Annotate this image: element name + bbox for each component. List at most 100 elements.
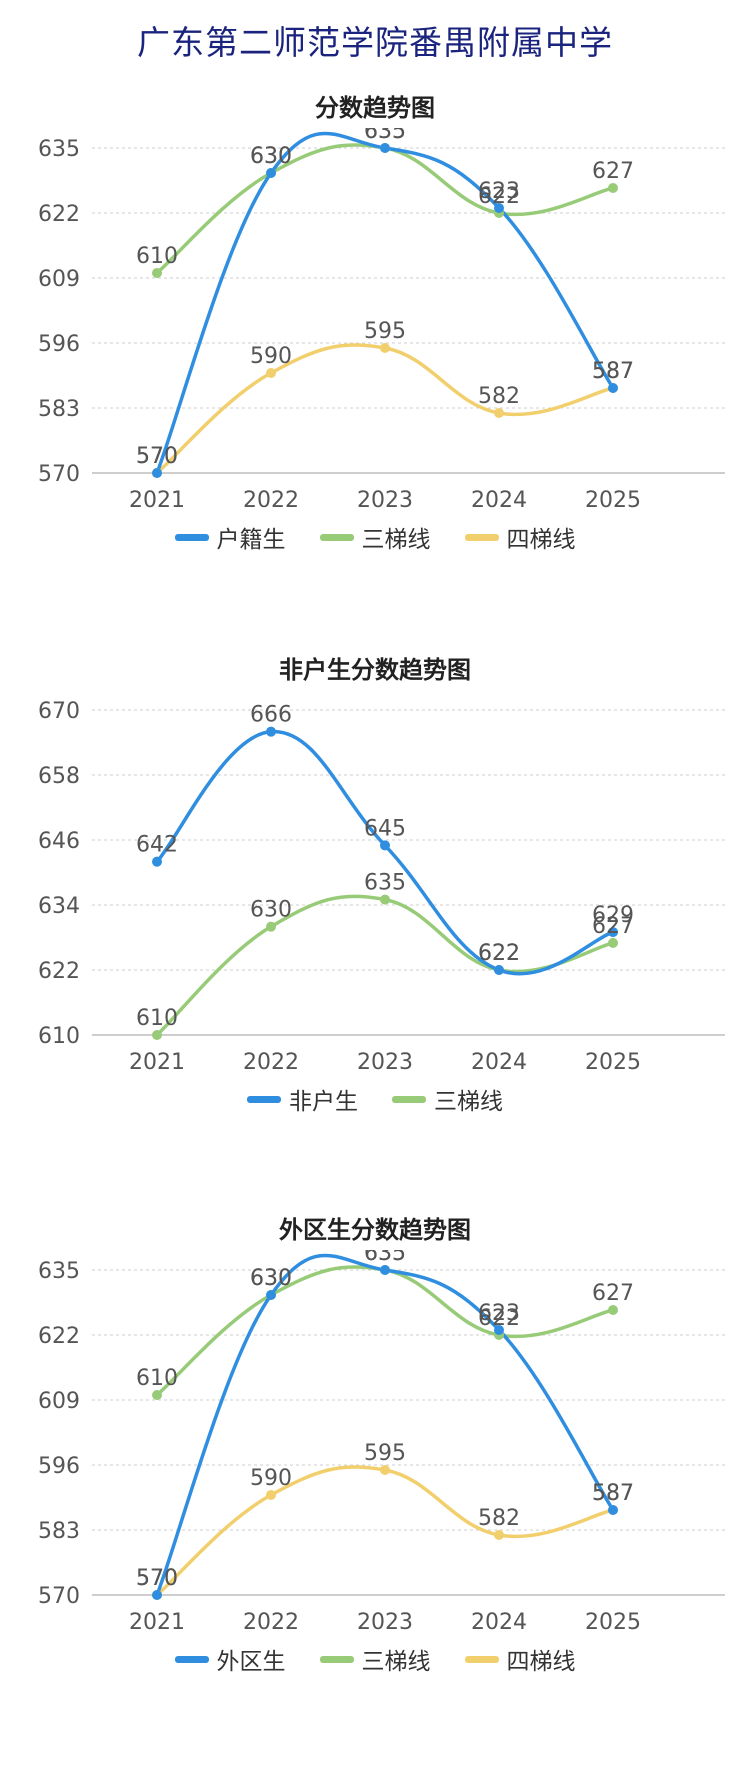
legend-swatch [392,1095,426,1103]
data-point [380,343,390,353]
x-tick-label: 2023 [357,1610,413,1635]
legend-swatch [319,533,354,541]
x-tick-label: 2022 [243,488,299,513]
chart-plot-area: 610 622 634 646 658 670 2021 2022 2023 2024 2025 64… [38,699,725,1075]
data-label: 627 [592,914,634,939]
data-point [494,203,504,213]
y-tick-label: 596 [38,1454,80,1479]
legend-label: 非户生 [289,1089,358,1115]
x-tick-label: 2025 [585,1610,641,1635]
data-label: 587 [592,359,634,384]
data-label: 590 [250,344,292,369]
data-label: 630 [250,144,292,169]
data-point [152,1390,162,1400]
chart-plot-area: 570 583 596 609 622 635 2021 2022 2023 2024 2025 57… [38,128,725,513]
data-label: 645 [364,816,406,841]
data-point [380,1465,390,1475]
y-tick-label: 570 [38,1584,80,1609]
data-label: 587 [592,359,634,384]
data-label: 630 [250,898,292,923]
data-point [266,1490,276,1500]
series-line [155,1265,615,1397]
data-label: 635 [364,1250,406,1266]
legend-swatch [319,1655,354,1663]
data-label: 622 [478,1306,520,1331]
data-point [494,1530,504,1540]
data-point [494,408,504,418]
data-label: 623 [478,179,520,204]
data-point [608,937,618,948]
chart-non-resident-score-trend: 非户生分数趋势图 610 622 634 646 658 670 2021 2022 2023 2… [0,650,750,1210]
data-label: 570 [136,444,178,469]
legend-item: 非户生 [247,1082,358,1116]
data-point [266,168,276,178]
x-tick-label: 2022 [243,1610,299,1635]
legend-swatch [174,1655,209,1663]
data-label: 595 [364,319,406,344]
chart-legend: 外区生 三梯线 四梯线 [0,1642,750,1676]
y-tick-label: 634 [38,894,80,919]
data-label: 635 [364,128,406,144]
data-label: 635 [364,128,406,144]
data-label: 629 [592,903,634,928]
chart-out-of-district-score-trend: 外区生分数趋势图 570 583 596 609 622 635 2021 2022 2023 2… [0,1210,750,1770]
data-point [380,143,390,153]
data-point [266,1290,276,1300]
data-label: 622 [478,184,520,209]
data-label: 635 [364,871,406,896]
x-tick-label: 2021 [129,1050,185,1075]
series-line [155,894,615,1037]
x-tick-label: 2025 [585,1050,641,1075]
chart-legend: 非户生 三梯线 [0,1082,750,1116]
chart-title: 非户生分数趋势图 [279,656,471,684]
series-line [155,1465,615,1597]
y-tick-label: 622 [38,202,80,227]
data-label: 622 [478,941,520,966]
y-tick-label: 658 [38,764,80,789]
series-line [155,131,615,475]
y-tick-label: 670 [38,699,80,724]
chart-title: 分数趋势图 [315,94,435,122]
data-label: 623 [478,1301,520,1326]
y-tick-label: 583 [38,397,80,422]
legend-item: 外区生 [174,1642,286,1676]
data-point [608,183,618,193]
x-tick-label: 2023 [357,488,413,513]
data-label: 587 [592,1481,634,1506]
data-label: 582 [478,384,520,409]
legend-item: 户籍生 [174,520,286,554]
legend-label: 户籍生 [216,527,286,553]
data-point [608,1505,618,1515]
chart-score-trend: 分数趋势图 570 583 596 609 622 635 2021 2022 2023 2024… [0,88,750,648]
data-label: 627 [592,159,634,184]
data-label: 642 [136,833,178,858]
y-tick-label: 635 [38,137,80,162]
data-label: 630 [250,144,292,169]
data-label: 595 [364,1441,406,1466]
legend-swatch [464,1655,499,1663]
data-label: 590 [250,1466,292,1491]
x-tick-label: 2021 [129,488,185,513]
series-line [155,343,615,475]
x-tick-label: 2024 [471,488,527,513]
legend-label: 四梯线 [506,527,576,553]
data-point [380,840,390,851]
data-label: 610 [136,244,178,269]
data-label: 570 [136,1566,178,1591]
data-label: 610 [136,1366,178,1391]
series-line [155,143,615,275]
data-label: 582 [478,1506,520,1531]
legend-swatch [247,1095,281,1103]
y-tick-label: 635 [38,1259,80,1284]
legend-label: 三梯线 [361,1649,431,1675]
x-tick-label: 2025 [585,488,641,513]
data-label: 610 [136,1006,178,1031]
x-tick-label: 2024 [471,1050,527,1075]
legend-label: 四梯线 [506,1649,576,1675]
data-point [494,1325,504,1335]
data-point [266,368,276,378]
legend-label: 三梯线 [434,1089,503,1115]
series-line [155,729,615,976]
legend-swatch [464,533,499,541]
data-point [608,1305,618,1315]
